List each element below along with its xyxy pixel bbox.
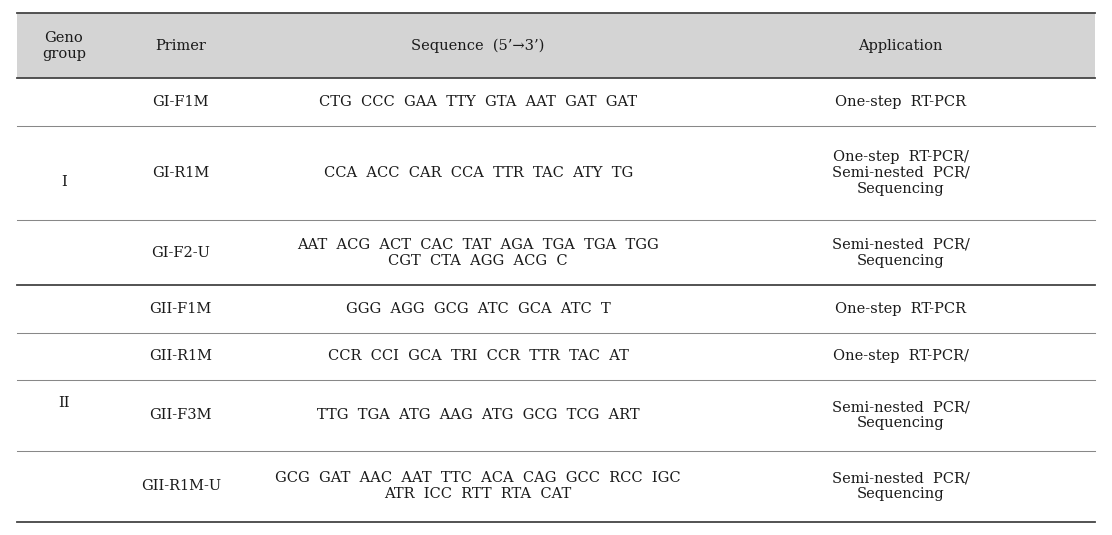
Text: GII-R1M-U: GII-R1M-U — [140, 479, 221, 493]
Text: CTG  CCC  GAA  TTY  GTA  AAT  GAT  GAT: CTG CCC GAA TTY GTA AAT GAT GAT — [319, 95, 637, 109]
Text: Geno
group: Geno group — [42, 31, 86, 61]
Text: TTG  TGA  ATG  AAG  ATG  GCG  TCG  ART: TTG TGA ATG AAG ATG GCG TCG ART — [317, 408, 639, 422]
Text: GII-R1M: GII-R1M — [149, 349, 212, 363]
Text: II: II — [58, 396, 70, 410]
Text: One-step  RT-PCR: One-step RT-PCR — [835, 95, 966, 109]
Text: GI-F1M: GI-F1M — [152, 95, 209, 109]
Text: Semi-nested  PCR/
Sequencing: Semi-nested PCR/ Sequencing — [832, 471, 970, 501]
Text: One-step  RT-PCR/
Semi-nested  PCR/
Sequencing: One-step RT-PCR/ Semi-nested PCR/ Sequen… — [832, 150, 970, 196]
Text: Semi-nested  PCR/
Sequencing: Semi-nested PCR/ Sequencing — [832, 400, 970, 430]
Text: One-step  RT-PCR/: One-step RT-PCR/ — [833, 349, 969, 363]
Text: Application: Application — [858, 39, 943, 53]
Text: I: I — [61, 175, 67, 189]
Text: GCG  GAT  AAC  AAT  TTC  ACA  CAG  GCC  RCC  IGC
ATR  ICC  RTT  RTA  CAT: GCG GAT AAC AAT TTC ACA CAG GCC RCC IGC … — [276, 471, 681, 501]
Bar — [17, 13, 1095, 79]
Text: AAT  ACG  ACT  CAC  TAT  AGA  TGA  TGA  TGG
CGT  CTA  AGG  ACG  C: AAT ACG ACT CAC TAT AGA TGA TGA TGG CGT … — [297, 238, 659, 268]
Text: GGG  AGG  GCG  ATC  GCA  ATC  T: GGG AGG GCG ATC GCA ATC T — [346, 302, 610, 316]
Text: GI-R1M: GI-R1M — [152, 166, 209, 180]
Text: Sequence  (5’→3’): Sequence (5’→3’) — [411, 39, 545, 53]
Text: GI-F2-U: GI-F2-U — [151, 246, 210, 259]
Text: Semi-nested  PCR/
Sequencing: Semi-nested PCR/ Sequencing — [832, 238, 970, 268]
Text: CCA  ACC  CAR  CCA  TTR  TAC  ATY  TG: CCA ACC CAR CCA TTR TAC ATY TG — [324, 166, 633, 180]
Text: CCR  CCI  GCA  TRI  CCR  TTR  TAC  AT: CCR CCI GCA TRI CCR TTR TAC AT — [328, 349, 628, 363]
Text: GII-F1M: GII-F1M — [150, 302, 211, 316]
Text: Primer: Primer — [156, 39, 206, 53]
Text: GII-F3M: GII-F3M — [149, 408, 212, 422]
Text: One-step  RT-PCR: One-step RT-PCR — [835, 302, 966, 316]
